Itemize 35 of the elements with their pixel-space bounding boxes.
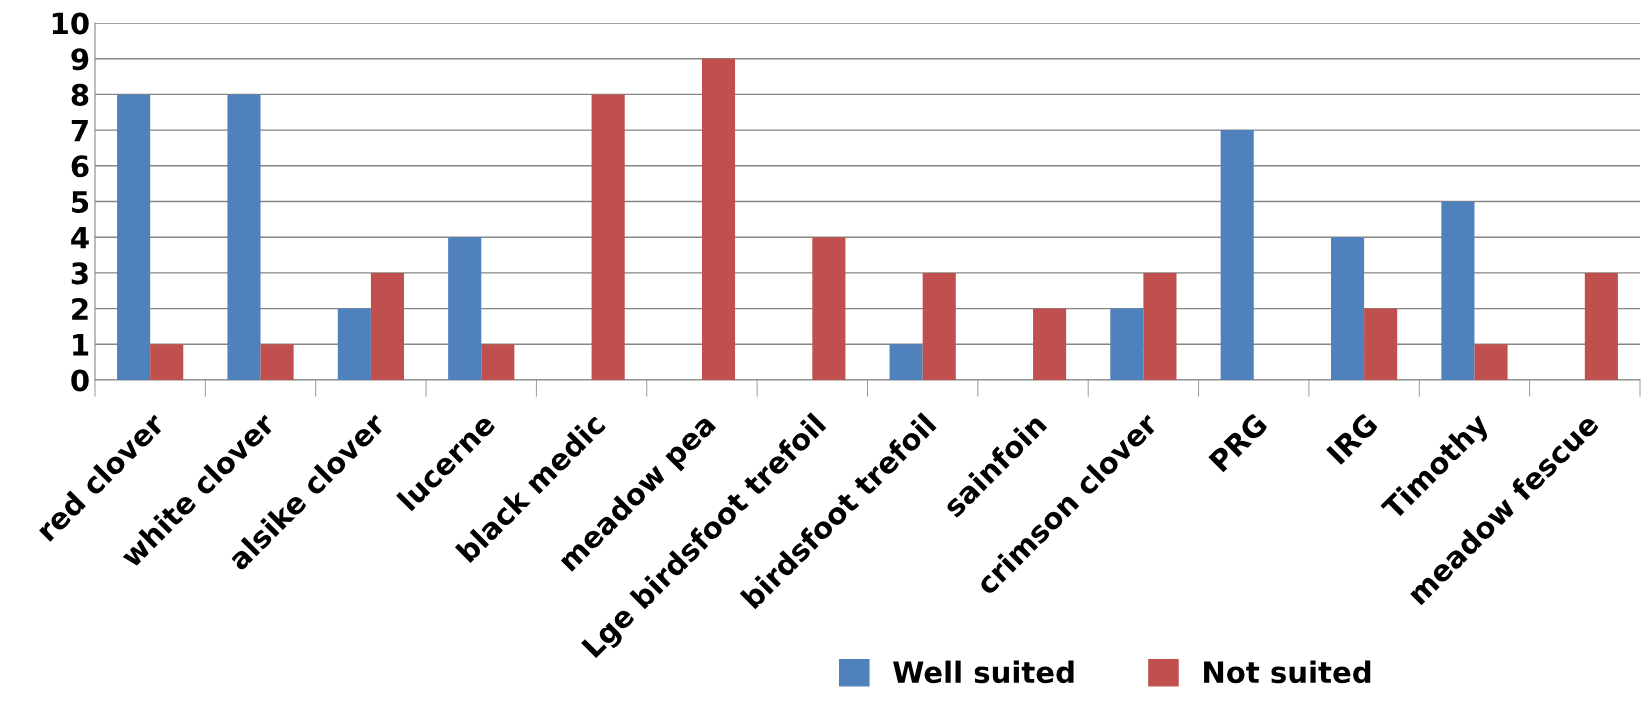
bar xyxy=(1441,201,1475,380)
bar xyxy=(591,94,625,380)
bar xyxy=(1474,344,1508,380)
bar xyxy=(889,344,923,380)
bar xyxy=(448,237,482,380)
bar xyxy=(1143,272,1177,380)
y-tick-label: 7 xyxy=(71,119,88,142)
bar xyxy=(1110,308,1144,380)
legend-label: Not suited xyxy=(1204,660,1371,684)
bar xyxy=(337,308,371,380)
bar xyxy=(1584,272,1618,380)
y-tick-label: 9 xyxy=(71,48,89,71)
bar xyxy=(260,344,294,380)
bar xyxy=(812,237,846,380)
bar xyxy=(1331,237,1365,380)
bar xyxy=(1220,130,1254,380)
bar xyxy=(1364,308,1398,380)
bar xyxy=(227,94,261,380)
y-tick-label: 6 xyxy=(71,155,89,178)
legend-label: Well suited xyxy=(893,660,1074,684)
bar xyxy=(370,272,404,380)
y-tick-label: 2 xyxy=(72,298,88,320)
y-tick-label: 10 xyxy=(52,12,89,35)
bar xyxy=(1033,308,1067,380)
y-tick-label: 0 xyxy=(71,369,89,392)
y-tick-label: 5 xyxy=(72,191,89,213)
bar xyxy=(701,58,736,380)
bar xyxy=(150,344,184,380)
bar xyxy=(481,344,515,380)
bar xyxy=(117,94,151,380)
y-tick-label: 1 xyxy=(73,334,89,356)
y-tick-label: 4 xyxy=(71,227,89,249)
bar xyxy=(922,272,956,380)
y-tick-label: 3 xyxy=(71,262,88,285)
y-tick-label: 8 xyxy=(71,83,89,106)
